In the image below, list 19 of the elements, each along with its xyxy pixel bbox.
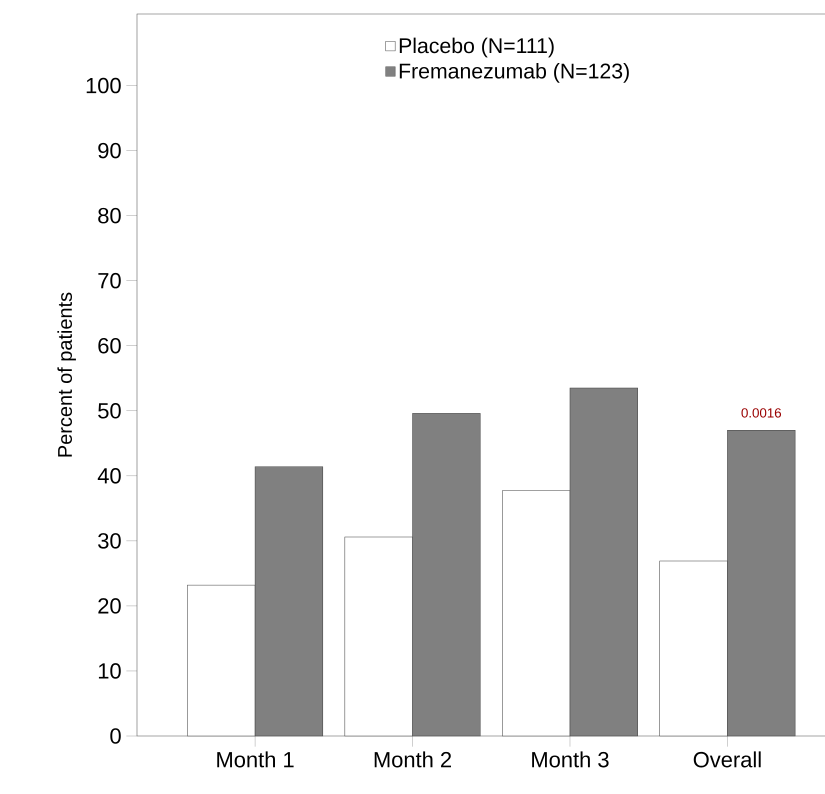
y-tick-label: 30 [98,533,121,549]
y-tick-label: 0 [110,728,121,744]
x-tick-label: Month 2 [374,751,451,768]
y-tick-label: 60 [98,338,121,354]
y-tick-label: 50 [98,403,121,419]
x-tick-label: Month 3 [532,751,609,768]
y-tick-label: 20 [98,598,121,614]
x-tick-label: Month 1 [217,751,294,768]
y-axis-title: Percent of patients [57,292,76,456]
y-tick-label: 100 [86,78,121,94]
x-tick-label: Overall [694,751,761,768]
y-tick-label: 40 [98,468,121,484]
y-tick-label: 10 [98,663,121,679]
y-tick-label: 70 [98,272,121,288]
annotation: 0.0016 [741,408,782,418]
legend-label: Fremanezumab (N=123) [400,62,629,83]
y-tick-label: 90 [98,142,121,158]
legend-label: Placebo (N=111) [400,38,554,58]
y-tick-label: 80 [98,208,121,224]
